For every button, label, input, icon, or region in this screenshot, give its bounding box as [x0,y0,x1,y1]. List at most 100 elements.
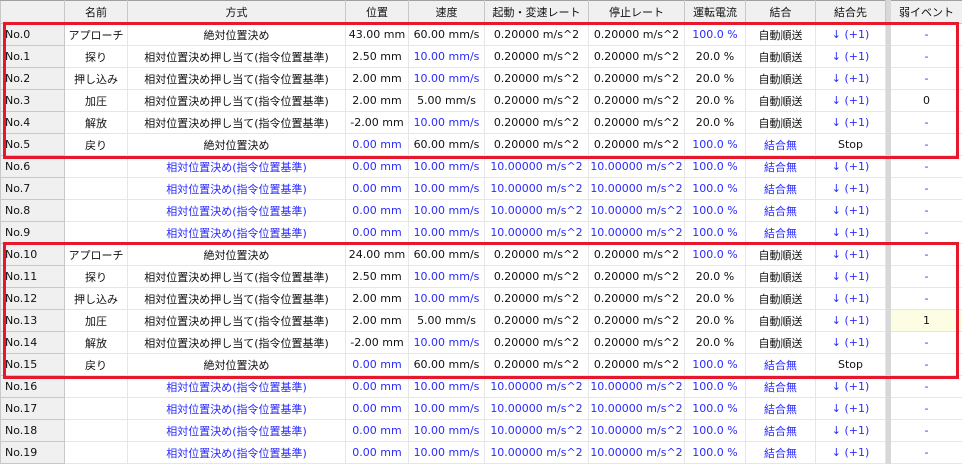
row-number[interactable]: No.17 [0,397,65,420]
decel-cell[interactable]: 0.20000 m/s^2 [588,133,685,156]
link-cell[interactable]: 自動順送 [745,265,816,288]
name-cell[interactable] [64,375,128,398]
decel-cell[interactable]: 0.20000 m/s^2 [588,243,685,266]
name-cell[interactable] [64,155,128,178]
speed-cell[interactable]: 10.00 mm/s [408,199,485,222]
decel-cell[interactable]: 10.00000 m/s^2 [588,155,685,178]
link-cell[interactable]: 自動順送 [745,243,816,266]
link-cell[interactable]: 自動順送 [745,23,816,46]
current-cell[interactable]: 20.0 % [684,89,746,112]
link-cell[interactable]: 自動順送 [745,309,816,332]
decel-cell[interactable]: 0.20000 m/s^2 [588,45,685,68]
speed-cell[interactable]: 10.00 mm/s [408,419,485,442]
accel-cell[interactable]: 0.20000 m/s^2 [484,353,589,376]
position-cell[interactable]: 2.50 mm [345,45,409,68]
link-cell[interactable]: 自動順送 [745,287,816,310]
decel-cell[interactable]: 0.20000 m/s^2 [588,111,685,134]
position-cell[interactable]: 0.00 mm [345,353,409,376]
name-cell[interactable] [64,419,128,442]
current-cell[interactable]: 20.0 % [684,287,746,310]
link-dest-cell[interactable]: ↓ (+1) [815,375,886,398]
position-cell[interactable]: 0.00 mm [345,155,409,178]
weak-event-cell[interactable]: - [890,397,962,420]
link-cell[interactable]: 結合無 [745,441,816,464]
row-number[interactable]: No.15 [0,353,65,376]
header-current[interactable]: 運転電流 [684,0,746,24]
method-cell[interactable]: 絶対位置決め [127,353,346,376]
link-cell[interactable]: 結合無 [745,353,816,376]
accel-cell[interactable]: 10.00000 m/s^2 [484,441,589,464]
row-number[interactable]: No.14 [0,331,65,354]
method-cell[interactable]: 相対位置決め(指令位置基準) [127,177,346,200]
accel-cell[interactable]: 0.20000 m/s^2 [484,23,589,46]
accel-cell[interactable]: 10.00000 m/s^2 [484,397,589,420]
accel-cell[interactable]: 0.20000 m/s^2 [484,111,589,134]
link-dest-cell[interactable]: ↓ (+1) [815,331,886,354]
weak-event-cell[interactable]: - [890,177,962,200]
header-name[interactable]: 名前 [64,0,128,24]
name-cell[interactable] [64,441,128,464]
link-dest-cell[interactable]: ↓ (+1) [815,287,886,310]
accel-cell[interactable]: 10.00000 m/s^2 [484,177,589,200]
weak-event-cell[interactable]: - [890,67,962,90]
accel-cell[interactable]: 10.00000 m/s^2 [484,155,589,178]
current-cell[interactable]: 20.0 % [684,111,746,134]
speed-cell[interactable]: 10.00 mm/s [408,331,485,354]
position-cell[interactable]: 0.00 mm [345,199,409,222]
link-dest-cell[interactable]: ↓ (+1) [815,243,886,266]
method-cell[interactable]: 相対位置決め押し当て(指令位置基準) [127,111,346,134]
position-cell[interactable]: -2.00 mm [345,331,409,354]
weak-event-cell[interactable]: - [890,23,962,46]
link-dest-cell[interactable]: ↓ (+1) [815,221,886,244]
weak-event-cell[interactable]: - [890,199,962,222]
method-cell[interactable]: 相対位置決め(指令位置基準) [127,441,346,464]
position-cell[interactable]: -2.00 mm [345,111,409,134]
method-cell[interactable]: 相対位置決め押し当て(指令位置基準) [127,309,346,332]
speed-cell[interactable]: 10.00 mm/s [408,375,485,398]
accel-cell[interactable]: 0.20000 m/s^2 [484,287,589,310]
name-cell[interactable]: 押し込み [64,67,128,90]
current-cell[interactable]: 100.0 % [684,353,746,376]
speed-cell[interactable]: 10.00 mm/s [408,265,485,288]
header-position[interactable]: 位置 [345,0,409,24]
link-dest-cell[interactable]: ↓ (+1) [815,89,886,112]
decel-cell[interactable]: 0.20000 m/s^2 [588,89,685,112]
accel-cell[interactable]: 0.20000 m/s^2 [484,67,589,90]
position-cell[interactable]: 24.00 mm [345,243,409,266]
accel-cell[interactable]: 10.00000 m/s^2 [484,221,589,244]
weak-event-cell[interactable]: - [890,419,962,442]
current-cell[interactable]: 100.0 % [684,397,746,420]
row-number[interactable]: No.0 [0,23,65,46]
current-cell[interactable]: 100.0 % [684,177,746,200]
method-cell[interactable]: 絶対位置決め [127,243,346,266]
position-cell[interactable]: 0.00 mm [345,441,409,464]
accel-cell[interactable]: 0.20000 m/s^2 [484,133,589,156]
row-number[interactable]: No.5 [0,133,65,156]
speed-cell[interactable]: 60.00 mm/s [408,23,485,46]
link-dest-cell[interactable]: Stop [815,133,886,156]
accel-cell[interactable]: 10.00000 m/s^2 [484,419,589,442]
link-dest-cell[interactable]: ↓ (+1) [815,397,886,420]
name-cell[interactable]: 戻り [64,353,128,376]
decel-cell[interactable]: 10.00000 m/s^2 [588,221,685,244]
decel-cell[interactable]: 0.20000 m/s^2 [588,287,685,310]
method-cell[interactable]: 相対位置決め(指令位置基準) [127,155,346,178]
current-cell[interactable]: 100.0 % [684,221,746,244]
weak-event-cell[interactable]: - [890,331,962,354]
link-dest-cell[interactable]: ↓ (+1) [815,441,886,464]
current-cell[interactable]: 100.0 % [684,243,746,266]
decel-cell[interactable]: 10.00000 m/s^2 [588,419,685,442]
weak-event-cell[interactable]: - [890,133,962,156]
header-link-dest[interactable]: 結合先 [815,0,886,24]
name-cell[interactable]: 探り [64,265,128,288]
position-cell[interactable]: 0.00 mm [345,419,409,442]
weak-event-cell[interactable]: - [890,441,962,464]
row-number[interactable]: No.3 [0,89,65,112]
position-cell[interactable]: 2.00 mm [345,67,409,90]
header-method[interactable]: 方式 [127,0,346,24]
name-cell[interactable] [64,199,128,222]
link-dest-cell[interactable]: Stop [815,353,886,376]
current-cell[interactable]: 100.0 % [684,199,746,222]
row-number[interactable]: No.19 [0,441,65,464]
name-cell[interactable]: 加圧 [64,309,128,332]
